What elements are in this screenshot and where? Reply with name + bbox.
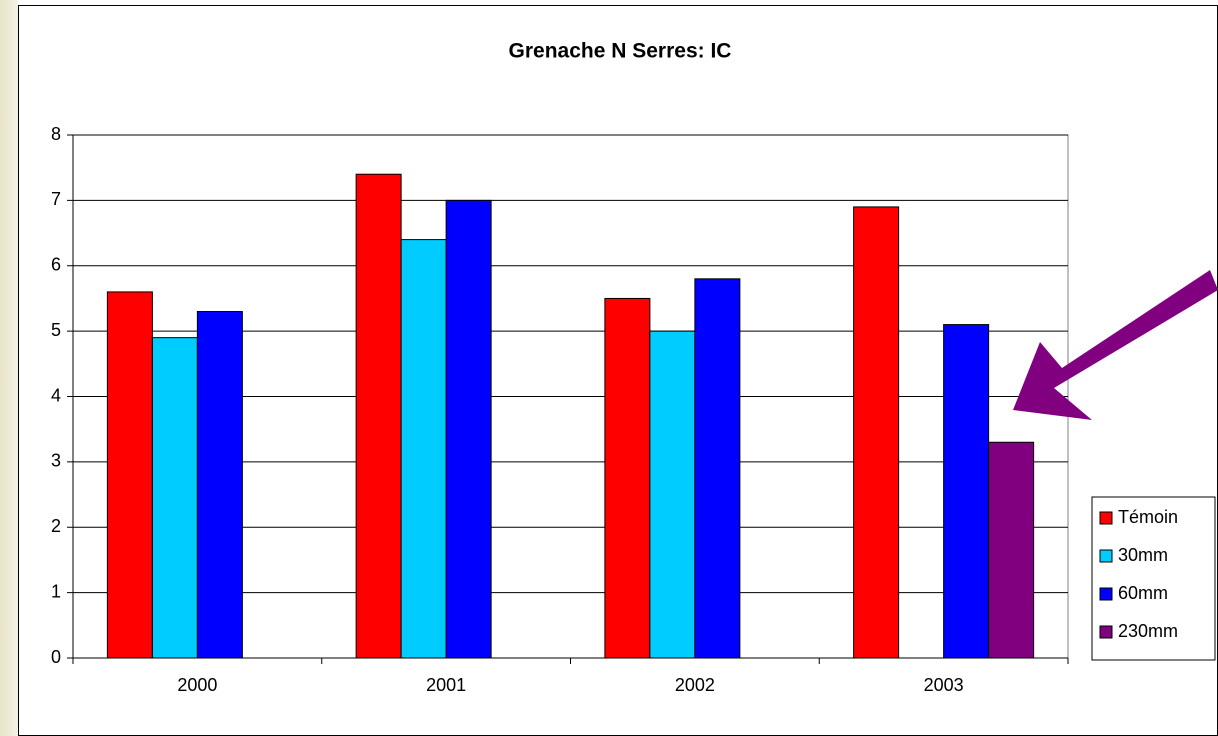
y-tick-label: 6 xyxy=(51,255,61,275)
bar xyxy=(988,441,1035,659)
y-tick-label: 7 xyxy=(51,189,61,209)
bar xyxy=(445,199,492,659)
bar xyxy=(649,330,696,659)
bar xyxy=(151,337,198,659)
legend-swatch xyxy=(1099,511,1113,525)
legend-items: Témoin 30mm 60mm 230mm xyxy=(1099,507,1178,641)
bar xyxy=(106,291,153,659)
background-strip xyxy=(0,0,18,736)
x-tick-label: 2003 xyxy=(924,675,964,695)
legend-swatch xyxy=(1099,587,1113,601)
bar xyxy=(196,311,243,659)
bar xyxy=(400,239,447,659)
bar xyxy=(355,173,402,659)
bar xyxy=(943,324,990,659)
bar xyxy=(853,206,900,659)
legend-swatch xyxy=(1099,625,1113,639)
legend-swatch xyxy=(1099,549,1113,563)
legend-label: 30mm xyxy=(1118,545,1168,565)
legend-label: 230mm xyxy=(1118,621,1178,641)
arrow xyxy=(1013,270,1218,420)
y-tick-label: 5 xyxy=(51,320,61,340)
bar xyxy=(604,297,651,659)
bar xyxy=(694,278,741,659)
y-tick-label: 2 xyxy=(51,516,61,536)
y-tick-label: 1 xyxy=(51,581,61,601)
plot xyxy=(73,134,1068,659)
x-tick-label: 2002 xyxy=(675,675,715,695)
chart-title: Grenache N Serres: IC xyxy=(509,40,732,63)
y-tick-label: 0 xyxy=(51,647,61,667)
y-tick-label: 8 xyxy=(51,124,61,144)
x-tick-label: 2000 xyxy=(177,675,217,695)
legend-label: Témoin xyxy=(1118,507,1178,527)
legend-label: 60mm xyxy=(1118,583,1168,603)
y-tick-label: 4 xyxy=(51,385,61,405)
y-tick-label: 3 xyxy=(51,451,61,471)
x-tick-label: 2001 xyxy=(426,675,466,695)
